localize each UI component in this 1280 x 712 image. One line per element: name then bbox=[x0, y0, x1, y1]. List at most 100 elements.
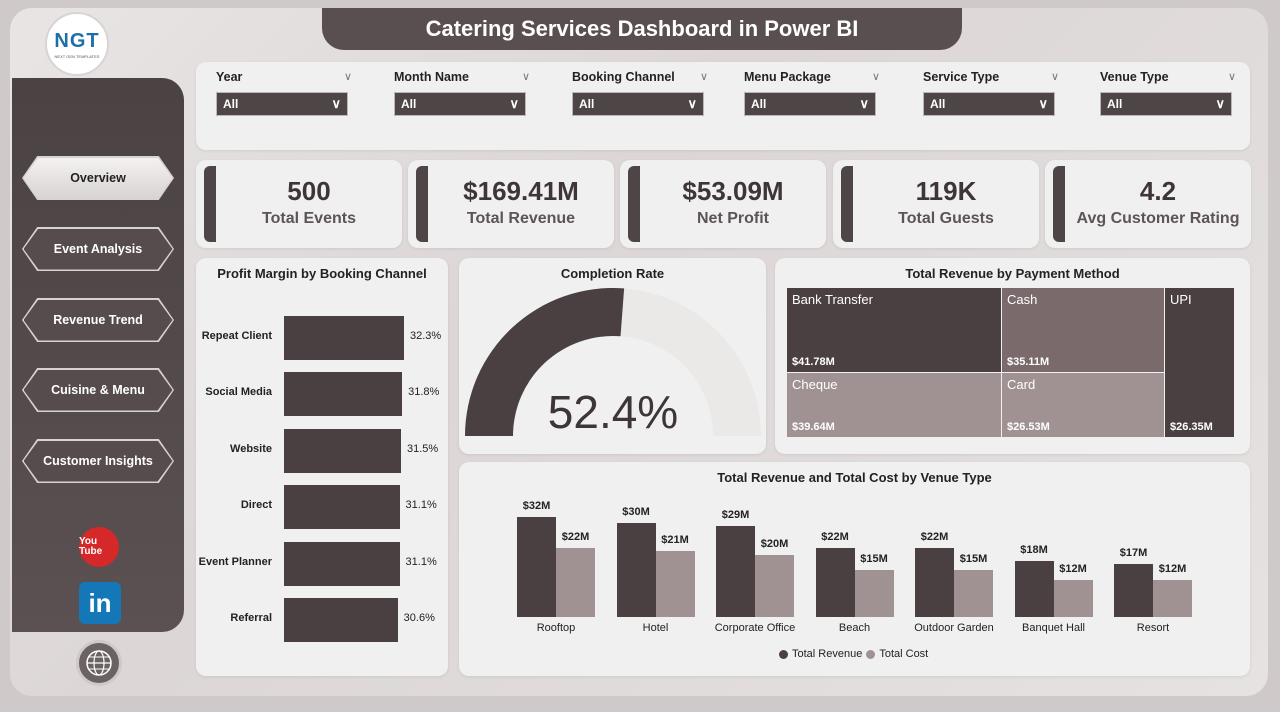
legend-label[interactable]: Total Revenue bbox=[792, 648, 863, 660]
nav-button-3[interactable]: Cuisine & Menu bbox=[22, 368, 174, 412]
treemap-tile-value: $26.53M bbox=[1007, 421, 1050, 433]
filter-panel: Year ∨ All ∨ Month Name ∨ All ∨ Booking Channel ∨… bbox=[196, 62, 1250, 150]
chart-title: Profit Margin by Booking Channel bbox=[217, 266, 427, 281]
bar-value-label: $18M bbox=[1020, 543, 1048, 556]
revenue-bar[interactable] bbox=[815, 548, 855, 617]
bar-value-label: 31.5% bbox=[407, 442, 439, 455]
kpi-value: 4.2 bbox=[1139, 176, 1177, 206]
cost-bar[interactable] bbox=[854, 570, 894, 617]
filter-label: Year bbox=[216, 70, 243, 84]
revenue-bar[interactable] bbox=[716, 526, 755, 617]
x-axis-label: Rooftop bbox=[536, 622, 576, 634]
bar-value-label: 31.1% bbox=[405, 555, 437, 568]
treemap-tile[interactable]: Bank Transfer $41.78M bbox=[787, 288, 1001, 372]
nav-button-1[interactable]: Event Analysis bbox=[22, 227, 174, 271]
bar-value-label: $21M bbox=[661, 534, 689, 547]
treemap-tile[interactable]: Card $26.53M bbox=[1002, 373, 1164, 437]
chevron-down-icon[interactable]: ∨ bbox=[521, 71, 530, 83]
cost-bar[interactable] bbox=[755, 554, 794, 617]
globe-icon[interactable] bbox=[76, 640, 122, 686]
treemap-tile-name: Cash bbox=[1007, 292, 1038, 307]
revenue-bar[interactable] bbox=[915, 548, 954, 617]
treemap-tile-value: $26.35M bbox=[1170, 421, 1213, 433]
bar[interactable] bbox=[284, 316, 404, 360]
bar[interactable] bbox=[284, 428, 402, 473]
nav-button-0[interactable]: Overview bbox=[22, 156, 174, 200]
treemap-tile-value: $35.11M bbox=[1007, 356, 1050, 368]
chevron-down-icon: ∨ bbox=[859, 96, 869, 111]
kpi-card: 500 Total Events bbox=[196, 160, 402, 248]
linkedin-icon[interactable]: in bbox=[79, 582, 121, 624]
bar-row: Repeat Client 32.3% bbox=[196, 316, 446, 360]
bar-value-label: 31.8% bbox=[408, 386, 440, 399]
x-axis-label: Hotel bbox=[642, 622, 669, 634]
chevron-down-icon[interactable]: ∨ bbox=[871, 71, 880, 83]
cost-bar[interactable] bbox=[954, 570, 993, 617]
chevron-down-icon[interactable]: ∨ bbox=[1227, 71, 1236, 83]
revenue-bar[interactable] bbox=[1014, 560, 1054, 617]
chevron-down-icon[interactable]: ∨ bbox=[343, 71, 352, 83]
x-axis-label: Outdoor Garden bbox=[914, 622, 994, 634]
filter-select[interactable]: All ∨ bbox=[923, 92, 1055, 116]
kpi-accent-bar bbox=[204, 166, 216, 242]
chart-title: Total Revenue and Total Cost by Venue Ty… bbox=[717, 470, 992, 485]
bar[interactable] bbox=[284, 598, 398, 642]
bar-value-label: $17M bbox=[1119, 546, 1148, 559]
chevron-down-icon[interactable]: ∨ bbox=[1050, 71, 1059, 83]
bar[interactable] bbox=[284, 485, 400, 530]
youtube-icon[interactable]: You Tube bbox=[79, 527, 119, 567]
filter-select[interactable]: All ∨ bbox=[572, 92, 704, 116]
kpi-accent-bar bbox=[1053, 166, 1065, 242]
revenue-bar[interactable] bbox=[517, 517, 556, 617]
treemap-tile-name: UPI bbox=[1170, 292, 1192, 307]
filter-1: Month Name ∨ All ∨ bbox=[394, 70, 534, 116]
bar[interactable] bbox=[284, 541, 400, 586]
nav-button-4[interactable]: Customer Insights bbox=[22, 439, 174, 483]
bar-value-label: $32M bbox=[522, 500, 551, 512]
bar-value-label: $15M bbox=[860, 553, 888, 566]
nav-button-2[interactable]: Revenue Trend bbox=[22, 298, 174, 342]
cost-bar[interactable] bbox=[655, 551, 695, 617]
chevron-down-icon: ∨ bbox=[331, 96, 341, 111]
filter-select[interactable]: All ∨ bbox=[1100, 92, 1232, 116]
treemap-tile-value: $41.78M bbox=[792, 356, 835, 368]
legend-label[interactable]: Total Cost bbox=[879, 648, 929, 660]
kpi-label: Total Guests bbox=[898, 210, 994, 227]
revenue-bar[interactable] bbox=[616, 523, 656, 617]
gauge-fill[interactable] bbox=[465, 288, 625, 436]
filter-value: All bbox=[930, 97, 946, 111]
kpi-accent-bar bbox=[628, 166, 640, 242]
bar-category-label: Website bbox=[230, 442, 272, 455]
bar[interactable] bbox=[284, 372, 403, 417]
filter-label: Month Name bbox=[394, 70, 469, 84]
page-title: Catering Services Dashboard in Power BI bbox=[322, 8, 962, 50]
cost-bar[interactable] bbox=[556, 548, 595, 617]
nav-button-label: Customer Insights bbox=[43, 454, 153, 468]
filter-select[interactable]: All ∨ bbox=[394, 92, 526, 116]
chevron-down-icon[interactable]: ∨ bbox=[699, 71, 708, 83]
treemap-tile-name: Bank Transfer bbox=[792, 292, 873, 307]
filter-5: Venue Type ∨ All ∨ bbox=[1100, 70, 1240, 116]
nav-button-bg bbox=[23, 369, 173, 411]
filter-select[interactable]: All ∨ bbox=[216, 92, 348, 116]
nav-button-bg bbox=[23, 228, 173, 270]
cost-bar[interactable] bbox=[1053, 579, 1093, 617]
filter-select[interactable]: All ∨ bbox=[744, 92, 876, 116]
treemap-tile[interactable]: Cash $35.11M bbox=[1002, 288, 1164, 372]
nav-button-bg bbox=[23, 157, 173, 199]
gauge-svg: 52.4% bbox=[465, 288, 761, 438]
globe-glyph bbox=[86, 650, 112, 676]
nav-button-bg bbox=[23, 299, 173, 341]
revenue-bar[interactable] bbox=[1114, 563, 1153, 617]
filter-4: Service Type ∨ All ∨ bbox=[923, 70, 1063, 116]
bar-category-label: Referral bbox=[230, 612, 272, 624]
bar-value-label: $22M bbox=[821, 531, 849, 544]
page-title-text: Catering Services Dashboard in Power BI bbox=[425, 16, 859, 41]
filter-label: Service Type bbox=[923, 70, 1000, 84]
kpi-value: 500 bbox=[287, 176, 331, 206]
cost-bar[interactable] bbox=[1153, 579, 1192, 617]
treemap-tile[interactable]: Cheque $39.64M bbox=[787, 373, 1001, 437]
treemap-tile-value: $39.64M bbox=[792, 421, 835, 433]
kpi-value: $53.09M bbox=[682, 176, 784, 206]
treemap-tile[interactable]: UPI $26.35M bbox=[1165, 288, 1234, 437]
